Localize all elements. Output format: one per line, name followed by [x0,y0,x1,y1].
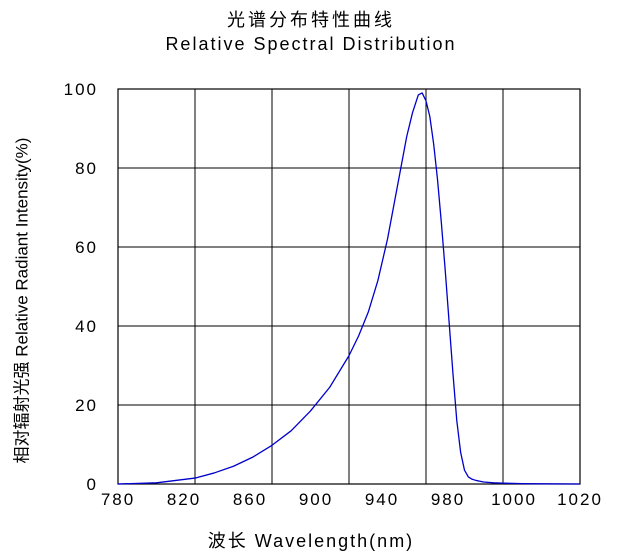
plot-area-frame [117,88,581,485]
y-tick-label: 100 [64,80,98,99]
x-tick-label: 940 [365,490,399,509]
chart-subtitle: Relative Spectral Distribution [165,34,457,54]
grid-lines [118,89,580,484]
x-axis-label: 波长 Wavelength(nm) [207,531,415,551]
series-layer [117,92,581,485]
y-tick-label: 60 [75,238,98,257]
y-axis-ticks: 0 20 40 60 80 100 [64,80,98,494]
x-tick-label: 1000 [491,490,537,509]
x-tick-label: 980 [431,490,465,509]
chart-title: 光谱分布特性曲线 [227,10,395,30]
y-tick-label: 0 [87,475,98,494]
y-tick-label: 40 [75,317,98,336]
y-tick-label: 80 [75,159,98,178]
x-tick-label: 860 [233,490,267,509]
x-tick-label: 780 [101,490,135,509]
x-axis-ticks: 780 820 860 900 940 980 1000 1020 [101,490,603,509]
y-tick-label: 20 [75,396,98,415]
x-tick-label: 820 [167,490,201,509]
series-line-0 [117,92,581,485]
x-tick-label: 1020 [557,490,603,509]
x-tick-label: 900 [299,490,333,509]
y-axis-label: 相对辐射光强 Relative Radiant Intensity(%) [12,137,32,464]
